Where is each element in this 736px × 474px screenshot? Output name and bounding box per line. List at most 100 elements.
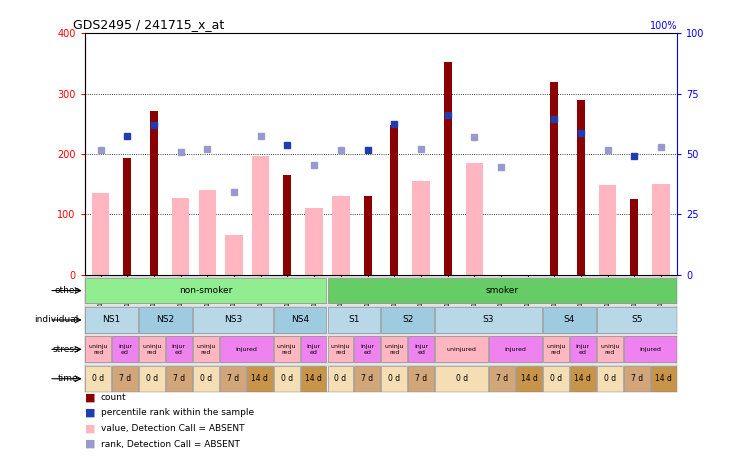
Bar xyxy=(651,366,676,392)
Text: injur
ed: injur ed xyxy=(576,344,590,355)
Bar xyxy=(624,337,676,362)
Bar xyxy=(577,100,585,275)
Text: 7 d: 7 d xyxy=(631,374,643,383)
Bar xyxy=(274,307,327,333)
Text: uninju
red: uninju red xyxy=(330,344,350,355)
Bar xyxy=(305,209,323,275)
Text: injured: injured xyxy=(236,347,257,352)
Bar xyxy=(355,366,381,392)
Text: other: other xyxy=(54,286,79,295)
Bar xyxy=(412,181,430,275)
Bar xyxy=(408,337,434,362)
Text: uninju
red: uninju red xyxy=(88,344,108,355)
Text: rank, Detection Call = ABSENT: rank, Detection Call = ABSENT xyxy=(101,440,240,448)
Bar xyxy=(85,278,327,303)
Bar xyxy=(444,62,452,275)
Bar xyxy=(624,366,650,392)
Text: 7 d: 7 d xyxy=(119,374,131,383)
Bar xyxy=(332,196,350,275)
Text: injur
ed: injur ed xyxy=(361,344,375,355)
Bar xyxy=(112,366,138,392)
Text: ■: ■ xyxy=(85,439,95,449)
Text: count: count xyxy=(101,393,127,401)
Text: uninju
red: uninju red xyxy=(546,344,566,355)
Bar xyxy=(551,82,559,275)
Text: 14 d: 14 d xyxy=(251,374,268,383)
Bar xyxy=(543,366,569,392)
Bar xyxy=(85,307,138,333)
Bar xyxy=(225,235,243,275)
Bar xyxy=(364,196,372,275)
Text: uninju
red: uninju red xyxy=(196,344,216,355)
Text: 0 d: 0 d xyxy=(199,374,212,383)
Bar xyxy=(543,307,595,333)
Bar xyxy=(193,307,272,333)
Bar xyxy=(166,366,192,392)
Text: 0 d: 0 d xyxy=(280,374,293,383)
Text: injur
ed: injur ed xyxy=(118,344,132,355)
Text: uninju
red: uninju red xyxy=(385,344,404,355)
Text: uninju
red: uninju red xyxy=(277,344,297,355)
Text: 14 d: 14 d xyxy=(574,374,591,383)
Bar xyxy=(139,337,165,362)
Text: NS2: NS2 xyxy=(156,316,174,324)
Bar xyxy=(390,125,398,275)
Text: 14 d: 14 d xyxy=(520,374,537,383)
Text: 14 d: 14 d xyxy=(655,374,672,383)
Text: S5: S5 xyxy=(631,316,643,324)
Bar xyxy=(124,158,131,275)
Text: injured: injured xyxy=(640,347,661,352)
Text: S4: S4 xyxy=(564,316,575,324)
Bar xyxy=(220,337,272,362)
Text: 7 d: 7 d xyxy=(173,374,185,383)
Bar xyxy=(516,366,542,392)
Bar xyxy=(139,366,165,392)
Bar xyxy=(435,366,488,392)
Text: 7 d: 7 d xyxy=(227,374,238,383)
Bar xyxy=(597,337,623,362)
Bar xyxy=(631,200,638,275)
Text: time: time xyxy=(58,374,79,383)
Text: NS1: NS1 xyxy=(102,316,121,324)
Bar xyxy=(166,337,192,362)
Bar xyxy=(300,337,327,362)
Text: stress: stress xyxy=(52,345,79,354)
Bar xyxy=(328,278,676,303)
Bar xyxy=(283,175,291,275)
Text: 7 d: 7 d xyxy=(415,374,428,383)
Bar xyxy=(435,337,488,362)
Bar xyxy=(381,307,434,333)
Text: 0 d: 0 d xyxy=(456,374,468,383)
Text: smoker: smoker xyxy=(486,286,519,295)
Text: ■: ■ xyxy=(85,392,95,402)
Bar xyxy=(150,110,158,275)
Bar xyxy=(489,337,542,362)
Bar xyxy=(220,366,246,392)
Text: 100%: 100% xyxy=(650,21,677,31)
Bar xyxy=(570,337,595,362)
Text: non-smoker: non-smoker xyxy=(179,286,233,295)
Bar xyxy=(199,191,216,275)
Bar xyxy=(543,337,569,362)
Bar xyxy=(328,307,381,333)
Text: 14 d: 14 d xyxy=(305,374,322,383)
Text: 0 d: 0 d xyxy=(146,374,158,383)
Bar xyxy=(597,307,676,333)
Text: 0 d: 0 d xyxy=(92,374,105,383)
Text: individual: individual xyxy=(35,316,79,324)
Bar xyxy=(381,337,407,362)
Text: GDS2495 / 241715_x_at: GDS2495 / 241715_x_at xyxy=(73,18,224,31)
Text: 0 d: 0 d xyxy=(389,374,400,383)
Text: injur
ed: injur ed xyxy=(171,344,186,355)
Bar xyxy=(85,337,111,362)
Bar xyxy=(193,337,219,362)
Bar xyxy=(274,337,300,362)
Text: uninjured: uninjured xyxy=(447,347,477,352)
Text: 7 d: 7 d xyxy=(496,374,508,383)
Text: NS4: NS4 xyxy=(291,316,309,324)
Bar xyxy=(408,366,434,392)
Text: S1: S1 xyxy=(348,316,360,324)
Text: S2: S2 xyxy=(402,316,414,324)
Text: 0 d: 0 d xyxy=(550,374,562,383)
Bar xyxy=(274,366,300,392)
